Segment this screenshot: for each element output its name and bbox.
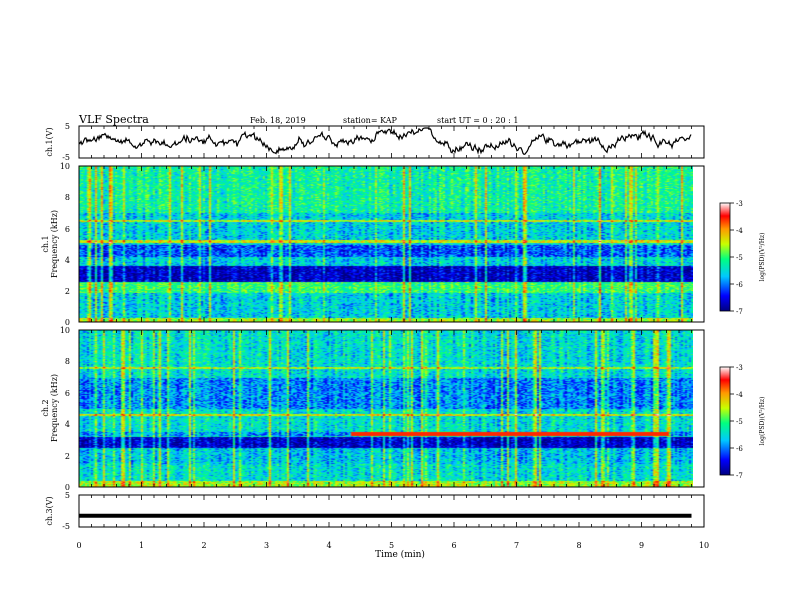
ch2-freq-tick-4: 4 xyxy=(65,420,70,429)
ch2-spectrogram-ylabel-frequency: Frequency (kHz) xyxy=(50,374,59,442)
time-tick-label-1: 1 xyxy=(139,541,144,550)
ch1-frequency-tick-labels: 0 2 4 6 8 10 xyxy=(60,162,70,327)
ch1-spectrogram-image xyxy=(79,166,693,322)
time-axis-tick-labels: 0 1 2 3 4 5 6 7 8 9 10 xyxy=(76,541,709,550)
ch1-ytick-bottom: -5 xyxy=(62,153,70,162)
ch2-spectrogram-image xyxy=(79,330,693,487)
time-axis-label: Time (min) xyxy=(375,549,425,560)
time-tick-label-2: 2 xyxy=(201,541,206,550)
ch2-freq-tick-2: 2 xyxy=(65,452,70,461)
time-tick-label-10: 10 xyxy=(699,541,709,550)
ch1-cbar-tick-m6: -6 xyxy=(736,281,743,289)
ch1-waveform-ylabel: ch.1(V) xyxy=(45,127,54,156)
time-tick-label-5: 5 xyxy=(389,541,394,550)
ch2-freq-tick-6: 6 xyxy=(65,389,70,398)
ch2-spectrogram-ylabel-channel: ch.2 xyxy=(41,399,50,416)
ch1-freq-tick-0: 0 xyxy=(65,318,70,327)
ch3-waveform-ylabel: ch.3(V) xyxy=(45,496,54,525)
ch1-waveform-line xyxy=(78,127,692,155)
ch2-colorbar-ticks xyxy=(730,366,734,476)
time-tick-label-3: 3 xyxy=(264,541,269,550)
ch3-waveform-ticks xyxy=(78,495,705,527)
time-tick-label-0: 0 xyxy=(76,541,81,550)
ch2-freq-tick-10: 10 xyxy=(60,326,70,335)
start-time-label: start UT = 0 : 20 : 1 xyxy=(437,116,518,125)
ch2-freq-tick-8: 8 xyxy=(65,357,70,366)
time-tick-label-6: 6 xyxy=(451,541,456,550)
ch1-ytick-top: 5 xyxy=(65,122,70,131)
ch2-freq-tick-0: 0 xyxy=(65,483,70,492)
ch2-frequency-tick-labels: 0 2 4 6 8 10 xyxy=(60,326,70,492)
ch1-spectrogram-ylabel-channel: ch.1 xyxy=(41,235,50,252)
ch2-cbar-tick-m4: -4 xyxy=(736,391,743,399)
ch1-cbar-tick-m7: -7 xyxy=(736,308,743,316)
ch3-ytick-top: 5 xyxy=(65,491,70,500)
ch3-waveform-panel: 5 -5 ch.3(V) xyxy=(45,491,705,531)
ch1-colorbar-label: log(PSD)(V²/Hz) xyxy=(759,233,766,282)
time-tick-label-8: 8 xyxy=(576,541,581,550)
ch1-freq-tick-8: 8 xyxy=(65,193,70,202)
time-tick-label-9: 9 xyxy=(639,541,644,550)
ch1-spectrogram-panel: 0 2 4 6 8 10 ch.1 Frequency (kHz) -3 -4 … xyxy=(41,162,766,327)
ch1-waveform-panel: 5 -5 ch.1(V) xyxy=(45,122,705,162)
ch1-spectrogram-ylabel-frequency: Frequency (kHz) xyxy=(50,210,59,278)
ch1-freq-tick-4: 4 xyxy=(65,256,70,265)
ch1-colorbar-ticks xyxy=(730,202,734,312)
date-label: Feb. 18, 2019 xyxy=(250,116,306,125)
ch2-spectrogram-ticks xyxy=(78,330,705,487)
ch3-ytick-bottom: -5 xyxy=(62,522,70,531)
time-tick-label-4: 4 xyxy=(326,541,331,550)
ch1-colorbar xyxy=(719,202,731,312)
ch3-waveform-frame xyxy=(78,494,705,528)
ch2-cbar-tick-m3: -3 xyxy=(736,364,743,372)
ch2-colorbar-label: log(PSD)(V²/Hz) xyxy=(759,397,766,446)
ch2-colorbar xyxy=(719,366,731,476)
ch2-cbar-tick-m6: -6 xyxy=(736,445,743,453)
ch1-freq-tick-10: 10 xyxy=(60,162,70,171)
figure-title: VLF Spectra xyxy=(78,113,149,126)
ch1-waveform-ticks xyxy=(78,126,705,158)
time-tick-label-7: 7 xyxy=(514,541,519,550)
ch2-cbar-tick-m7: -7 xyxy=(736,472,743,480)
ch1-spectrogram-ticks xyxy=(78,166,705,322)
ch1-cbar-tick-m5: -5 xyxy=(736,254,743,262)
station-label: station= KAP xyxy=(343,116,398,125)
ch2-cbar-tick-m5: -5 xyxy=(736,418,743,426)
ch1-cbar-tick-m4: -4 xyxy=(736,227,743,235)
ch1-freq-tick-6: 6 xyxy=(65,225,70,234)
ch1-freq-tick-2: 2 xyxy=(65,287,70,296)
ch2-spectrogram-panel: 0 2 4 6 8 10 ch.2 Frequency (kHz) -3 -4 … xyxy=(41,326,766,492)
ch1-cbar-tick-m3: -3 xyxy=(736,200,743,208)
